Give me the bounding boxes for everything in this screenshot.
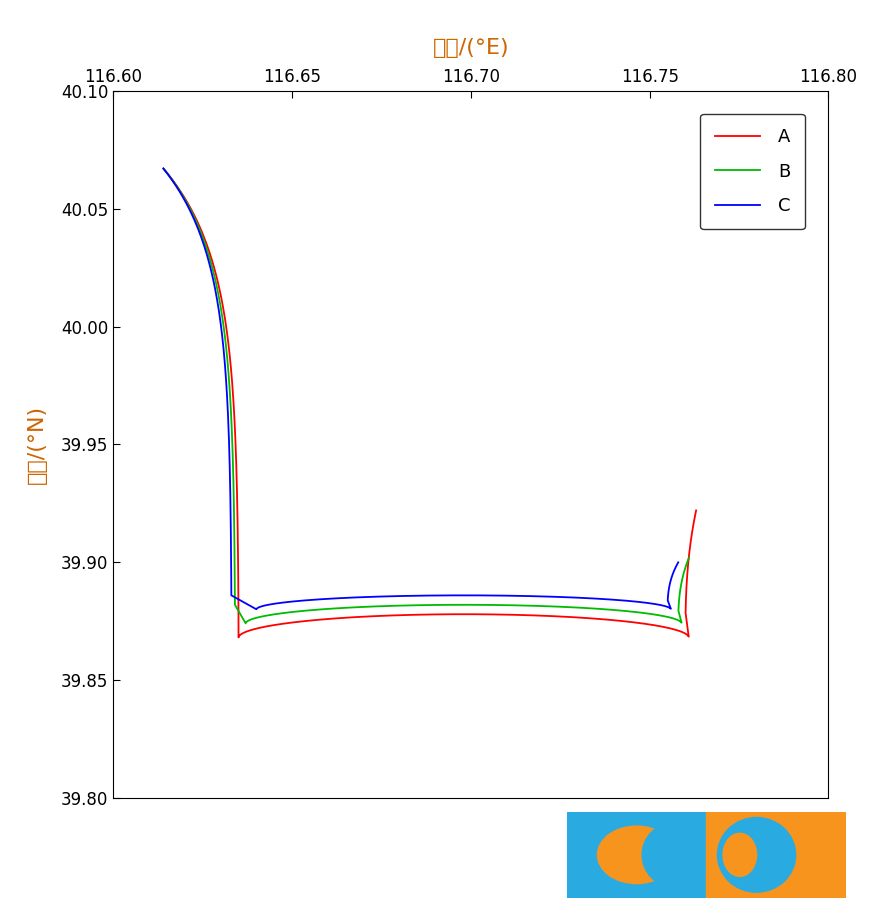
Ellipse shape (718, 817, 795, 892)
B (158, 163, 168, 174)
A (684, 551, 694, 562)
Line: A: A (163, 169, 696, 638)
A (691, 505, 701, 516)
Ellipse shape (597, 826, 676, 883)
A (233, 570, 243, 580)
Bar (706, 812, 846, 898)
C (226, 512, 236, 523)
X-axis label: 经度/(°E): 经度/(°E) (433, 38, 509, 58)
Line: B: B (163, 169, 689, 623)
A (614, 615, 624, 626)
C (602, 594, 612, 605)
B (609, 605, 619, 616)
Ellipse shape (642, 824, 704, 886)
C (385, 590, 396, 601)
Legend: A, B, C: A, B, C (700, 114, 805, 229)
Y-axis label: 纬度/(°N): 纬度/(°N) (27, 405, 47, 484)
B (229, 521, 240, 532)
C (226, 552, 236, 563)
B (382, 600, 392, 611)
A (233, 528, 243, 539)
C (571, 592, 582, 603)
C (158, 163, 168, 174)
A (581, 612, 591, 623)
A (158, 163, 168, 174)
Line: C: C (163, 169, 678, 610)
Bar (567, 812, 706, 898)
B (229, 561, 240, 572)
C (665, 574, 676, 585)
B (684, 552, 694, 563)
C (251, 604, 262, 615)
Ellipse shape (723, 834, 757, 876)
B (677, 576, 687, 587)
A (379, 610, 390, 621)
A (234, 632, 244, 643)
B (241, 618, 251, 629)
C (673, 557, 684, 568)
B (576, 602, 587, 613)
